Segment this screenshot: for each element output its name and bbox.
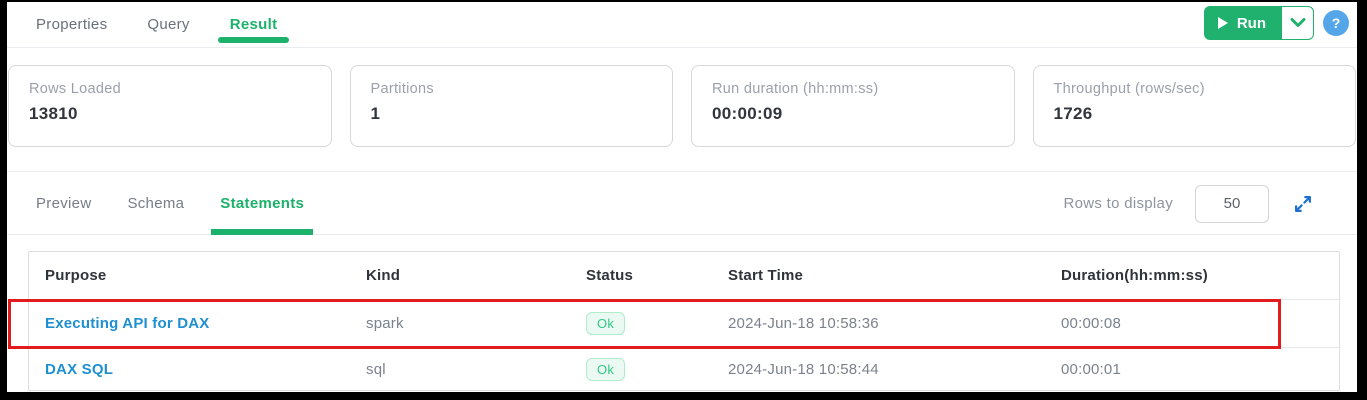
expand-button[interactable] xyxy=(1291,192,1315,216)
tab-preview[interactable]: Preview xyxy=(36,194,92,212)
run-button[interactable]: Run xyxy=(1203,6,1281,40)
metric-card-run-duration: Run duration (hh:mm:ss) 00:00:09 xyxy=(691,65,1015,147)
statement-start-time: 2024-Jun-18 10:58:44 xyxy=(728,360,879,378)
statement-start-time: 2024-Jun-18 10:58:36 xyxy=(728,315,879,332)
statement-duration: 00:00:08 xyxy=(1061,315,1121,332)
statement-kind: sql xyxy=(366,360,386,378)
statement-purpose-link[interactable]: Executing API for DAX xyxy=(45,315,210,332)
tab-result[interactable]: Result xyxy=(217,2,289,48)
status-badge: Ok xyxy=(586,357,626,381)
tab-query[interactable]: Query xyxy=(147,16,190,33)
column-header-duration: Duration(hh:mm:ss) xyxy=(1061,267,1208,284)
result-sub-tab-bar: Preview Schema Statements Rows to displa… xyxy=(7,172,1357,235)
metric-label: Throughput (rows/sec) xyxy=(1053,81,1205,97)
run-split-button: Run xyxy=(1203,6,1314,40)
tab-schema[interactable]: Schema xyxy=(127,194,185,212)
table-header-row: Purpose Kind Status Start Time Duration(… xyxy=(29,252,1339,300)
statement-purpose-link[interactable]: DAX SQL xyxy=(45,360,114,378)
statement-status: Ok xyxy=(570,357,712,381)
column-header-kind: Kind xyxy=(366,267,401,284)
section-divider xyxy=(7,171,1357,172)
help-icon: ? xyxy=(1331,15,1341,31)
app-window: Properties Query Result Run ? Rows Loade… xyxy=(7,2,1357,392)
run-options-button[interactable] xyxy=(1281,6,1314,40)
column-header-start-time: Start Time xyxy=(728,267,804,284)
rows-to-display-label: Rows to display xyxy=(1063,195,1173,212)
column-header-purpose: Purpose xyxy=(45,267,107,284)
tab-statements[interactable]: Statements xyxy=(211,172,313,235)
metric-value: 1 xyxy=(370,104,381,123)
toolbar-right: Run ? xyxy=(1203,5,1349,41)
chevron-down-icon xyxy=(1290,18,1305,27)
table-row: DAX SQL sql Ok 2024-Jun-18 10:58:44 00:0… xyxy=(29,348,1339,390)
metric-label: Rows Loaded xyxy=(29,81,121,97)
run-button-label: Run xyxy=(1236,14,1266,32)
metric-card-throughput: Throughput (rows/sec) 1726 xyxy=(1032,65,1356,147)
tab-properties[interactable]: Properties xyxy=(36,16,108,33)
statement-duration: 00:00:01 xyxy=(1061,360,1121,378)
table-controls: Rows to display xyxy=(1063,172,1315,235)
expand-icon xyxy=(1295,195,1311,212)
statements-table: Purpose Kind Status Start Time Duration(… xyxy=(28,251,1340,391)
status-badge: Ok xyxy=(586,312,626,335)
statement-status: Ok xyxy=(570,312,712,335)
help-button[interactable]: ? xyxy=(1323,10,1349,36)
metric-value: 13810 xyxy=(29,104,78,123)
column-header-status: Status xyxy=(586,267,634,284)
metrics-row: Rows Loaded 13810 Partitions 1 Run durat… xyxy=(7,65,1357,147)
statement-kind: spark xyxy=(366,315,404,332)
metric-card-partitions: Partitions 1 xyxy=(349,65,673,147)
table-row: Executing API for DAX spark Ok 2024-Jun-… xyxy=(29,300,1339,348)
metric-value: 1726 xyxy=(1053,104,1093,123)
rows-to-display-input[interactable] xyxy=(1195,184,1269,223)
metric-label: Partitions xyxy=(370,81,434,97)
metric-label: Run duration (hh:mm:ss) xyxy=(712,81,879,97)
metric-value: 00:00:09 xyxy=(712,104,783,123)
metric-card-rows-loaded: Rows Loaded 13810 xyxy=(8,65,332,147)
top-tab-bar: Properties Query Result Run ? xyxy=(7,2,1357,48)
play-icon xyxy=(1217,17,1228,29)
